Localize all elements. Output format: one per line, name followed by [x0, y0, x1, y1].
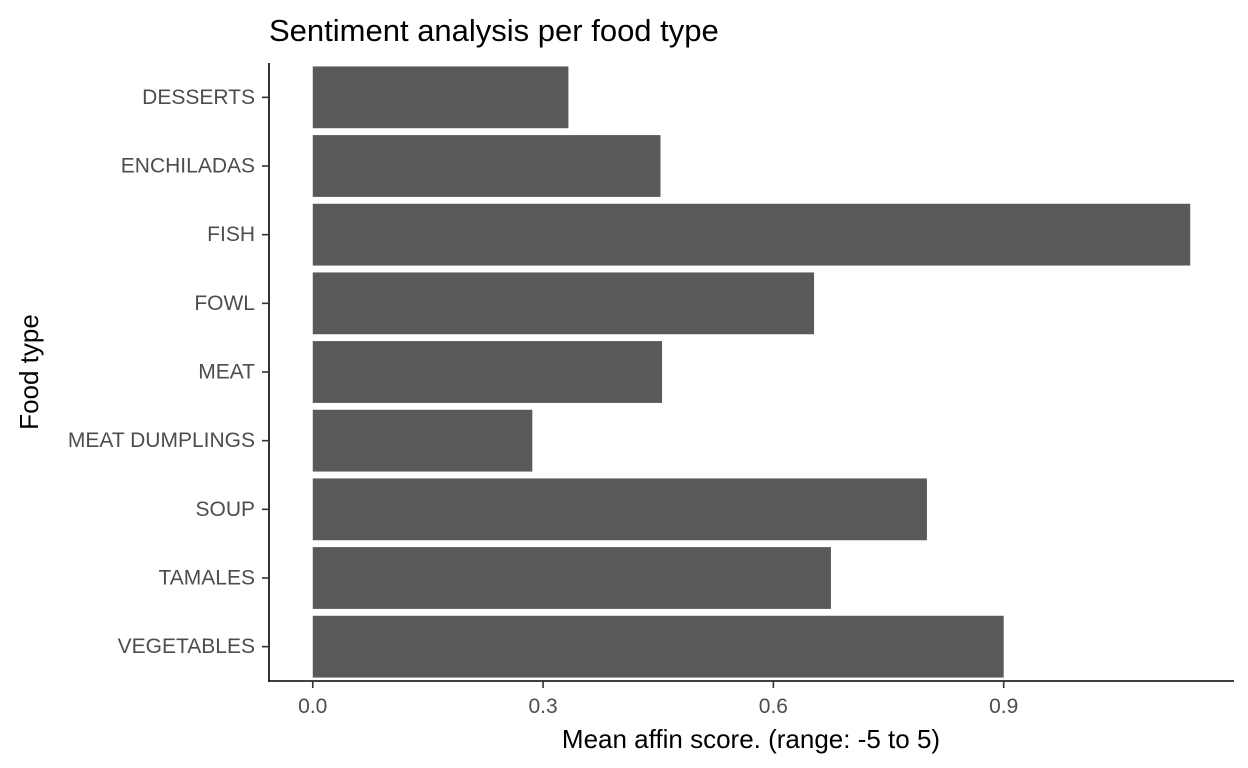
bars-group: [312, 66, 1191, 678]
y-tick-label: MEAT DUMPLINGS: [68, 429, 255, 452]
bar-fowl: [312, 272, 815, 335]
bar-enchiladas: [312, 135, 661, 197]
x-axis-ticks: 0.0 0.3 0.6 0.9: [298, 681, 1018, 718]
y-tick-label: DESSERTS: [142, 86, 255, 109]
bar-meat-dumplings: [312, 409, 533, 472]
bar-tamales: [312, 547, 831, 609]
y-tick-label: SOUP: [195, 498, 255, 521]
bar-fish: [312, 203, 1191, 266]
chart-title: Sentiment analysis per food type: [269, 13, 719, 48]
bar-vegetables: [312, 615, 1004, 678]
bar-meat: [312, 341, 663, 403]
y-tick-label: MEAT: [198, 361, 255, 384]
x-tick-label: 0.6: [759, 695, 788, 718]
y-tick-label: TAMALES: [159, 567, 255, 590]
y-axis-title: Food type: [14, 314, 44, 430]
bar-desserts: [312, 66, 569, 129]
x-tick-label: 0.3: [528, 695, 557, 718]
y-tick-label: ENCHILADAS: [121, 155, 255, 178]
x-tick-label: 0.9: [989, 695, 1018, 718]
y-tick-label: FOWL: [194, 292, 255, 315]
x-tick-label: 0.0: [298, 695, 327, 718]
x-axis-title: Mean affin score. (range: -5 to 5): [562, 724, 940, 754]
y-tick-label: VEGETABLES: [118, 635, 255, 658]
y-tick-label: FISH: [207, 223, 255, 246]
y-axis-ticks: DESSERTS ENCHILADAS FISH FOWL MEAT MEAT DUMPL…: [68, 86, 269, 658]
bar-soup: [312, 478, 927, 541]
